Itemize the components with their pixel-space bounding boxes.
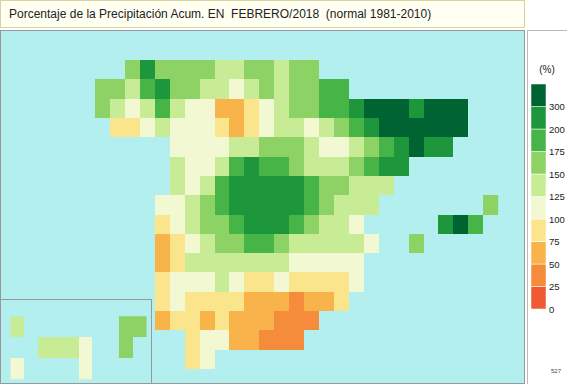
svg-text:50: 50 — [549, 259, 560, 270]
svg-text:75: 75 — [549, 236, 560, 247]
svg-text:0: 0 — [549, 304, 554, 315]
svg-text:(%): (%) — [539, 64, 555, 75]
svg-text:175: 175 — [549, 146, 565, 157]
svg-text:125: 125 — [549, 191, 565, 202]
svg-text:300: 300 — [549, 101, 565, 112]
html-text:Porcentaje de la Precipitación: Porcentaje de la Precipitación Acum. EN … — [9, 7, 432, 21]
svg-text:200: 200 — [549, 124, 565, 135]
svg-text:150: 150 — [549, 169, 565, 180]
svg-text:100: 100 — [549, 214, 565, 225]
svg-text:25: 25 — [549, 281, 560, 292]
svg-text:527: 527 — [551, 368, 562, 374]
